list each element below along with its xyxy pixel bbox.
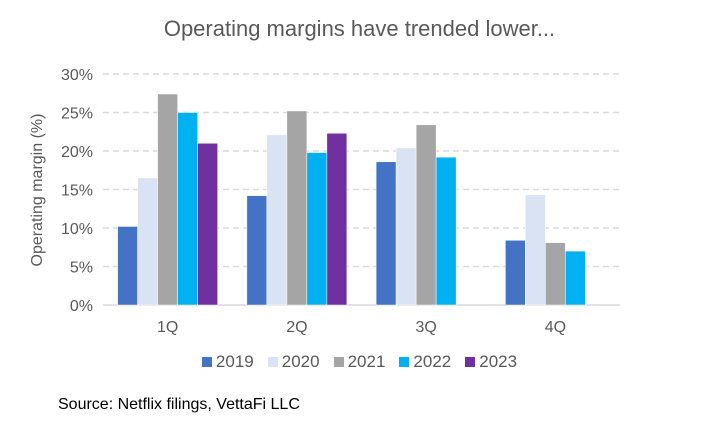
bar-2022-4Q xyxy=(565,250,586,306)
bar-2020-4Q xyxy=(525,194,546,306)
x-tick-label: 1Q xyxy=(157,319,178,336)
bar-2019-3Q xyxy=(375,161,397,306)
y-tick-label: 25% xyxy=(61,106,93,123)
legend-label: 2021 xyxy=(347,352,386,371)
bar-2020-1Q xyxy=(137,177,158,306)
bar-2020-3Q xyxy=(395,147,417,306)
legend-item-2023: 2023 xyxy=(465,352,517,372)
legend-item-2022: 2022 xyxy=(399,352,451,372)
legend-swatch xyxy=(465,357,476,367)
legend-label: 2020 xyxy=(281,352,320,371)
bar-2021-1Q xyxy=(157,93,178,306)
bar-2019-1Q xyxy=(117,226,138,306)
legend: 2019 2020 2021 2022 2023 xyxy=(0,352,719,372)
bar-2021-2Q xyxy=(286,110,308,306)
x-tick-label: 2Q xyxy=(286,319,307,336)
bar-2023-2Q xyxy=(326,133,348,306)
bar-2020-2Q xyxy=(266,134,288,306)
legend-swatch xyxy=(333,357,344,367)
legend-item-2021: 2021 xyxy=(333,352,386,372)
y-tick-label: 5% xyxy=(70,260,93,277)
bar-2021-4Q xyxy=(545,242,566,306)
bar-2022-1Q xyxy=(177,112,198,306)
y-tick-label: 0% xyxy=(70,298,93,315)
bar-2019-4Q xyxy=(505,240,526,306)
y-tick-label: 15% xyxy=(61,183,93,200)
legend-swatch xyxy=(399,357,410,367)
bar-2021-3Q xyxy=(415,124,437,306)
y-tick-label: 10% xyxy=(61,221,93,238)
y-tick-label: 30% xyxy=(61,67,93,84)
legend-swatch xyxy=(201,357,212,367)
bar-2022-3Q xyxy=(435,156,457,306)
source-note: Source: Netflix filings, VettaFi LLC xyxy=(58,396,300,413)
y-tick-label: 20% xyxy=(61,144,93,161)
legend-label: 2022 xyxy=(413,352,452,371)
bar-2022-2Q xyxy=(306,152,328,306)
bar-2023-1Q xyxy=(197,143,218,306)
bar-2019-2Q xyxy=(246,195,268,306)
legend-item-2020: 2020 xyxy=(267,352,320,372)
chart-title: Operating margins have trended lower... xyxy=(163,16,556,41)
legend-swatch xyxy=(267,357,278,367)
legend-item-2019: 2019 xyxy=(201,352,254,372)
x-tick-label: 4Q xyxy=(545,319,566,336)
legend-label: 2019 xyxy=(215,352,254,371)
legend-label: 2023 xyxy=(479,352,518,371)
x-tick-label: 3Q xyxy=(415,319,436,336)
